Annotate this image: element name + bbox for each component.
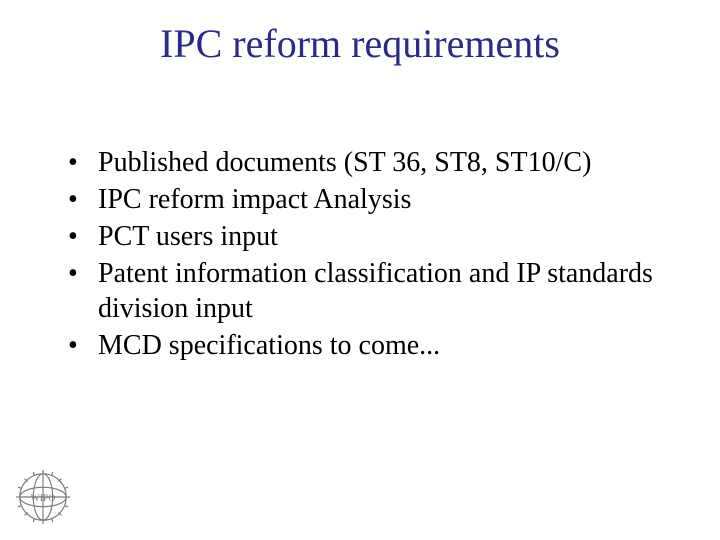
slide-title: IPC reform requirements	[0, 20, 720, 67]
bullet-text: Patent information classification and IP…	[98, 258, 653, 324]
bullet-list: Published documents (ST 36, ST8, ST10/C)…	[60, 145, 660, 363]
bullet-text: MCD specifications to come...	[98, 330, 440, 361]
slide-body: Published documents (ST 36, ST8, ST10/C)…	[60, 145, 660, 365]
wipo-logo-icon: WIPO	[14, 468, 72, 526]
bullet-text: IPC reform impact Analysis	[98, 184, 411, 215]
list-item: MCD specifications to come...	[60, 328, 660, 363]
list-item: PCT users input	[60, 219, 660, 254]
list-item: Patent information classification and IP…	[60, 256, 660, 326]
list-item: IPC reform impact Analysis	[60, 182, 660, 217]
logo-text: WIPO	[31, 493, 56, 504]
bullet-text: Published documents (ST 36, ST8, ST10/C)	[98, 147, 591, 178]
list-item: Published documents (ST 36, ST8, ST10/C)	[60, 145, 660, 180]
bullet-text: PCT users input	[98, 221, 278, 252]
slide: IPC reform requirements Published docume…	[0, 0, 720, 540]
